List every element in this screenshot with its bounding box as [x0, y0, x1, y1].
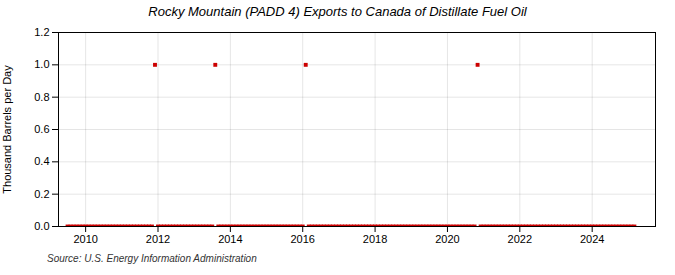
- svg-text:0.6: 0.6: [34, 123, 49, 135]
- svg-text:2024: 2024: [580, 233, 604, 245]
- svg-text:2018: 2018: [363, 233, 387, 245]
- html-text:Rocky Mountain (PADD 4) Export: Rocky Mountain (PADD 4) Exports to Canad…: [148, 4, 527, 19]
- svg-text:1.0: 1.0: [34, 58, 49, 70]
- svg-text:0.8: 0.8: [34, 91, 49, 103]
- svg-text:0.2: 0.2: [34, 188, 49, 200]
- svg-text:2016: 2016: [290, 233, 314, 245]
- svg-text:2010: 2010: [73, 233, 97, 245]
- svg-text:Thousand Barrels per Day: Thousand Barrels per Day: [1, 65, 13, 194]
- svg-text:0.0: 0.0: [34, 220, 49, 232]
- svg-text:0.4: 0.4: [34, 155, 49, 167]
- svg-text:2014: 2014: [218, 233, 242, 245]
- svg-text:2020: 2020: [435, 233, 459, 245]
- svg-text:2022: 2022: [508, 233, 532, 245]
- svg-text:1.2: 1.2: [34, 26, 49, 38]
- svg-text:2012: 2012: [146, 233, 170, 245]
- html-text:Source: U.S. Energy Informatio: Source: U.S. Energy Information Administ…: [47, 253, 257, 264]
